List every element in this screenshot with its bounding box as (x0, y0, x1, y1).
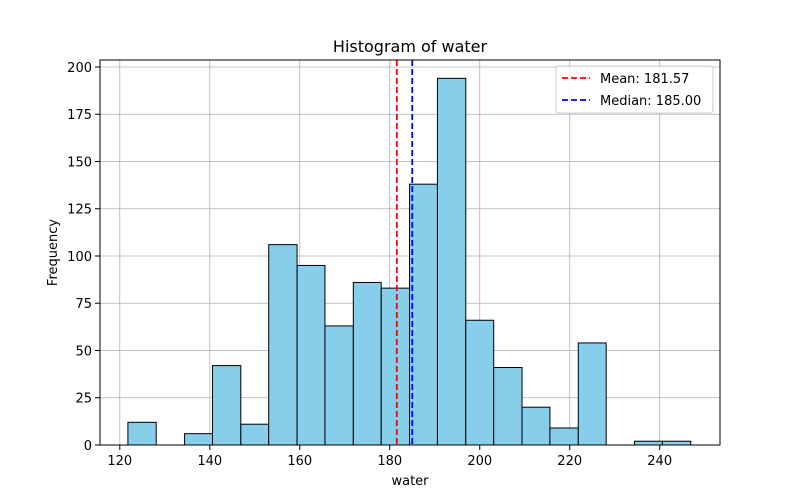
y-tick-label: 125 (67, 203, 92, 218)
y-axis-label: Frequency (46, 219, 61, 286)
histogram-bar (409, 183, 438, 446)
histogram-bar (127, 421, 157, 446)
histogram-bar (634, 440, 663, 446)
legend-box (555, 65, 714, 114)
histogram-bar (380, 287, 411, 446)
x-tick-label: 220 (557, 454, 582, 469)
histogram-bar (465, 319, 495, 446)
histogram-bar (661, 440, 692, 446)
legend-mean-label: Mean: 181.57 (600, 72, 689, 87)
y-tick-label: 75 (75, 297, 92, 312)
histogram-bar (268, 244, 298, 446)
reference-lines (395, 60, 414, 445)
histogram-bar (352, 281, 382, 446)
histogram-bar (493, 367, 523, 446)
histogram-bar (521, 406, 551, 446)
histogram-bar (436, 77, 467, 446)
histogram-bar (549, 427, 579, 446)
histogram-bar (324, 325, 354, 446)
histogram-bars (127, 77, 692, 446)
y-axis-ticks: 0 25 50 75 100 125 150 175 200 (67, 61, 100, 454)
y-tick-label: 200 (67, 61, 92, 76)
histogram-bar (184, 433, 213, 446)
x-axis-ticks: 120 140 160 180 200 220 240 (107, 445, 672, 469)
histogram-bar (296, 264, 326, 446)
y-tick-label: 0 (84, 439, 92, 454)
y-tick-label: 50 (75, 344, 92, 359)
histogram-bar (240, 423, 270, 446)
histogram-bar (211, 365, 242, 446)
x-tick-label: 120 (107, 454, 132, 469)
y-tick-label: 25 (75, 392, 92, 407)
legend: Mean: 181.57 Median: 185.00 (555, 65, 714, 114)
chart-title: Histogram of water (333, 37, 488, 56)
histogram-bar (577, 342, 607, 446)
y-tick-label: 175 (67, 108, 92, 123)
plot-frame (99, 59, 721, 446)
legend-median-label: Median: 185.00 (600, 94, 701, 109)
x-tick-label: 160 (287, 454, 312, 469)
x-axis-label: water (391, 474, 429, 489)
x-tick-label: 140 (197, 454, 222, 469)
x-tick-label: 180 (377, 454, 402, 469)
y-tick-label: 100 (67, 250, 92, 265)
y-tick-label: 150 (67, 155, 92, 170)
x-tick-label: 240 (647, 454, 672, 469)
x-tick-label: 200 (467, 454, 492, 469)
